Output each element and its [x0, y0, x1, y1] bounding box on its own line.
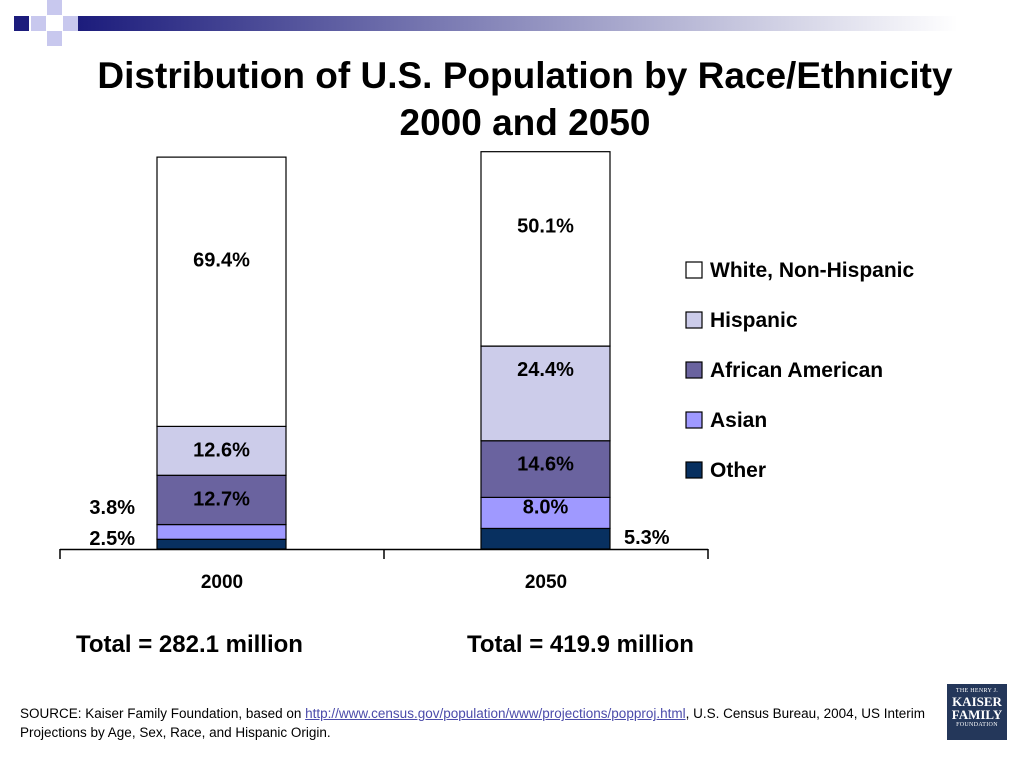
stacked-bar-chart: 2.5% 3.8% 12.7% 12.6% 69.4% 2000 5.3% 8.0% 14.6%…: [59, 151, 914, 593]
x-tick-label-2000: 2000: [201, 572, 243, 593]
legend-swatch-african-american: [685, 361, 703, 379]
kaiser-family-foundation-logo: THE HENRY J. KAISER FAMILY FOUNDATION: [947, 684, 1007, 740]
source-note: SOURCE: Kaiser Family Foundation, based …: [20, 704, 935, 742]
data-label-2050-hispanic: 24.4%: [517, 359, 574, 381]
bar-2000-african-american: [156, 474, 287, 526]
logo-line-2: KAISER: [952, 694, 1002, 709]
legend-swatch-asian: [685, 411, 703, 429]
bar-2050-asian: [480, 496, 611, 530]
deco-square-light-1: [31, 16, 46, 31]
bar-2050-african-american: [480, 440, 611, 498]
legend-label-african-american: African American: [710, 359, 883, 382]
data-label-2050-asian: 8.0%: [523, 496, 569, 518]
bar-2050-hispanic: [480, 345, 611, 442]
bar-2000-other: [156, 538, 287, 550]
chart-title: Distribution of U.S. Population by Race/…: [40, 52, 1010, 146]
data-label-2000-hispanic: 12.6%: [193, 439, 250, 461]
total-2000: Total = 282.1 million: [76, 631, 303, 658]
logo-line-1: THE HENRY J.: [955, 688, 999, 694]
deco-square-light-3: [47, 31, 62, 46]
legend-label-other: Other: [710, 459, 766, 482]
legend-swatch-white-non-hispanic: [685, 261, 703, 279]
slide-decoration: [14, 0, 958, 46]
data-label-2050-african-american: 14.6%: [517, 454, 574, 476]
logo-line-3: FAMILY: [951, 707, 1003, 722]
deco-gradient-bar: [78, 16, 958, 31]
logo-line-4: FOUNDATION: [956, 722, 998, 728]
chart-title-line-2: 2000 and 2050: [399, 102, 651, 143]
bar-2050-other: [480, 527, 611, 550]
source-link[interactable]: http://www.census.gov/population/www/pro…: [305, 706, 686, 721]
legend-swatch-hispanic: [685, 311, 703, 329]
bar-2000-white-non-hispanic: [156, 156, 287, 427]
data-label-2000-other: 2.5%: [89, 528, 135, 550]
data-label-2000-asian: 3.8%: [89, 497, 135, 519]
total-2050: Total = 419.9 million: [467, 631, 694, 658]
source-prefix: SOURCE: Kaiser Family Foundation, based …: [20, 706, 306, 721]
source-suffix: , U.S. Census Bureau, 2004, US Interim P…: [20, 706, 925, 740]
deco-square-dark: [14, 16, 29, 31]
data-label-2000-african-american: 12.7%: [193, 488, 250, 510]
legend-label-white-non-hispanic: White, Non-Hispanic: [710, 259, 914, 282]
bar-2050-white-non-hispanic: [480, 151, 611, 347]
legend-label-hispanic: Hispanic: [710, 309, 798, 332]
legend-label-asian: Asian: [710, 409, 767, 432]
data-label-2050-white-non-hispanic: 50.1%: [517, 216, 574, 238]
deco-square-light-4: [63, 16, 78, 31]
bar-2000-asian: [156, 523, 287, 540]
deco-square-light-2: [47, 0, 62, 15]
chart-title-line-1: Distribution of U.S. Population by Race/…: [97, 55, 953, 96]
legend-swatch-other: [685, 461, 703, 479]
data-label-2000-white-non-hispanic: 69.4%: [193, 249, 250, 271]
bar-2000-hispanic: [156, 425, 287, 476]
data-label-2050-other: 5.3%: [624, 527, 670, 549]
x-tick-label-2050: 2050: [525, 572, 567, 593]
